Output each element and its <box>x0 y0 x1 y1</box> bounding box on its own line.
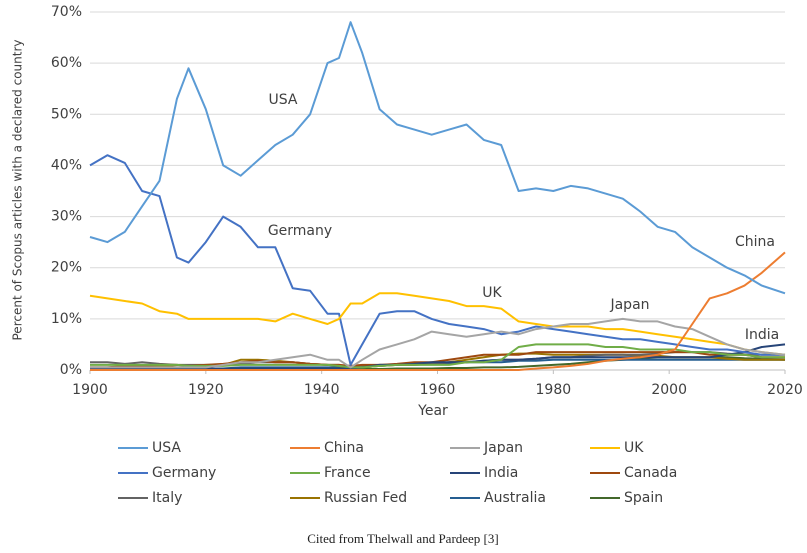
annotation: India <box>745 327 779 343</box>
series-line <box>89 154 785 366</box>
y-tick-label: 0% <box>60 362 82 378</box>
legend-label: China <box>324 440 364 456</box>
legend-label: Canada <box>624 465 677 481</box>
x-tick-label: 1920 <box>188 382 224 398</box>
legend-label: Italy <box>152 490 182 506</box>
series-line <box>90 251 786 371</box>
y-tick-label: 70% <box>51 4 82 20</box>
legend-label: Russian Fed <box>324 490 407 506</box>
y-tick-label: 50% <box>51 106 82 122</box>
y-tick-label: 60% <box>51 55 82 71</box>
legend-label: Germany <box>152 465 216 481</box>
y-axis-label: Percent of Scopus articles with a declar… <box>11 39 25 340</box>
y-tick-label: 10% <box>51 311 82 327</box>
series-line <box>90 343 785 369</box>
x-axis-label: Year <box>417 403 448 419</box>
series-line <box>89 292 786 356</box>
series-line <box>90 343 786 370</box>
annotation: China <box>735 234 775 250</box>
legend-label: Australia <box>484 490 546 506</box>
x-tick-label: 1900 <box>72 382 108 398</box>
y-tick-label: 30% <box>51 209 82 225</box>
x-tick-label: 1940 <box>304 382 340 398</box>
annotation: Germany <box>268 223 332 239</box>
x-tick-label: 2020 <box>767 382 803 398</box>
series-line <box>90 317 786 369</box>
legend-label: UK <box>624 440 644 456</box>
annotation: USA <box>269 92 298 108</box>
series-line <box>89 21 786 295</box>
annotation: UK <box>482 285 502 301</box>
annotation: Japan <box>609 297 649 313</box>
y-tick-label: 40% <box>51 157 82 173</box>
legend-label: France <box>324 465 371 481</box>
x-tick-label: 1960 <box>420 382 456 398</box>
legend-label: Spain <box>624 490 663 506</box>
x-tick-label: 2000 <box>651 382 687 398</box>
legend-label: USA <box>152 440 181 456</box>
legend-label: Japan <box>483 440 523 456</box>
caption: Cited from Thelwall and Pardeep [3] <box>307 531 498 546</box>
x-tick-label: 1980 <box>536 382 572 398</box>
legend-label: India <box>484 465 518 481</box>
y-tick-label: 20% <box>51 260 82 276</box>
